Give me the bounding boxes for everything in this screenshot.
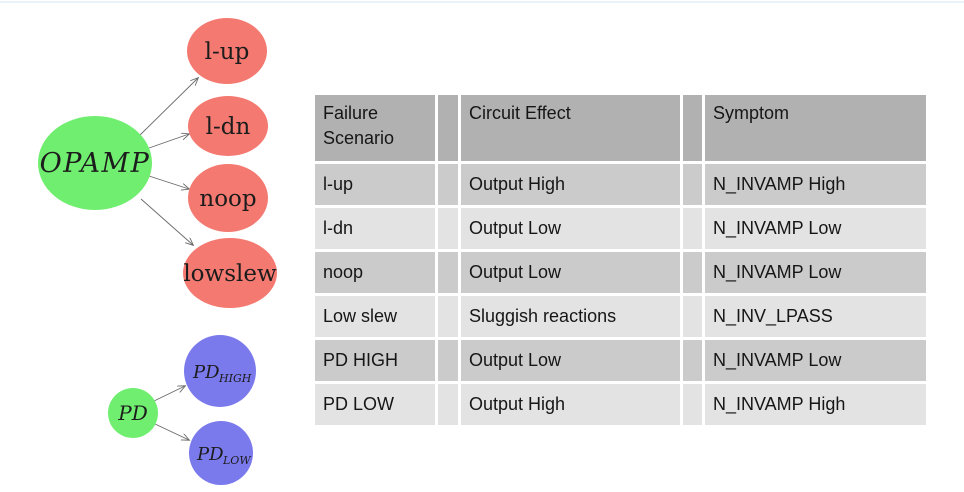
node-pdlow-label: PD (196, 444, 224, 465)
cell-effect: Output Low (461, 340, 680, 381)
header-spacer-2 (683, 95, 702, 161)
node-pdlow (189, 421, 253, 485)
cell-scenario: PD LOW (315, 384, 435, 425)
cell-spacer (438, 252, 458, 293)
edge-opamp-ldn (148, 134, 189, 149)
node-ldn (188, 96, 268, 156)
cell-spacer (683, 208, 702, 249)
cell-spacer (438, 340, 458, 381)
node-opamp-label: OPAMP (40, 148, 151, 179)
table-row: noop Output Low N_INVAMP Low (315, 252, 926, 293)
cell-effect: Output Low (461, 252, 680, 293)
cell-effect: Sluggish reactions (461, 296, 680, 337)
edge-pd-pdlow (154, 423, 189, 440)
cell-spacer (438, 384, 458, 425)
node-lowslew (183, 238, 277, 308)
cell-spacer (683, 296, 702, 337)
cell-scenario: noop (315, 252, 435, 293)
fault-tree-diagram: OPAMP l-up l-dn noop lowslew PD PD HIGH … (38, 18, 277, 485)
table-row: PD HIGH Output Low N_INVAMP Low (315, 340, 926, 381)
node-opamp (38, 116, 152, 210)
edge-opamp-noop (148, 175, 189, 189)
failure-scenario-table: Failure Scenario Circuit Effect Symptom … (312, 92, 929, 428)
cell-spacer (438, 164, 458, 205)
cell-symptom: N_INV_LPASS (705, 296, 926, 337)
node-pd (108, 388, 158, 438)
table-header-row: Failure Scenario Circuit Effect Symptom (315, 95, 926, 161)
cell-symptom: N_INVAMP Low (705, 340, 926, 381)
node-lup-label: l-up (205, 39, 250, 65)
header-circuit-effect: Circuit Effect (461, 95, 680, 161)
node-lup (187, 18, 267, 84)
cell-symptom: N_INVAMP High (705, 164, 926, 205)
cell-symptom: N_INVAMP Low (705, 252, 926, 293)
cell-scenario: Low slew (315, 296, 435, 337)
top-border-line (0, 1, 964, 3)
cell-scenario: l-up (315, 164, 435, 205)
node-noop (188, 164, 268, 232)
node-noop-label: noop (199, 186, 256, 212)
table-row: Low slew Sluggish reactions N_INV_LPASS (315, 296, 926, 337)
edge-opamp-lup (138, 78, 198, 137)
edge-pd-pdhigh (153, 386, 185, 402)
table-row: l-up Output High N_INVAMP High (315, 164, 926, 205)
cell-symptom: N_INVAMP Low (705, 208, 926, 249)
node-lowslew-label: lowslew (183, 261, 277, 287)
cell-effect: Output Low (461, 208, 680, 249)
cell-effect: Output High (461, 164, 680, 205)
cell-spacer (438, 296, 458, 337)
cell-symptom: N_INVAMP High (705, 384, 926, 425)
header-symptom: Symptom (705, 95, 926, 161)
node-ldn-label: l-dn (206, 114, 251, 140)
node-pdhigh-sublabel: HIGH (218, 372, 252, 385)
cell-scenario: l-dn (315, 208, 435, 249)
header-failure-scenario: Failure Scenario (315, 95, 435, 161)
table-row: l-dn Output Low N_INVAMP Low (315, 208, 926, 249)
node-pd-label: PD (117, 401, 148, 425)
node-pdhigh (184, 335, 256, 407)
cell-spacer (683, 164, 702, 205)
cell-spacer (683, 340, 702, 381)
cell-effect: Output High (461, 384, 680, 425)
node-pdlow-sublabel: LOW (222, 454, 252, 467)
cell-spacer (683, 252, 702, 293)
table-row: PD LOW Output High N_INVAMP High (315, 384, 926, 425)
cell-scenario: PD HIGH (315, 340, 435, 381)
edge-opamp-lowslew (140, 198, 193, 245)
header-spacer-1 (438, 95, 458, 161)
node-pdhigh-label: PD (192, 362, 220, 383)
cell-spacer (683, 384, 702, 425)
cell-spacer (438, 208, 458, 249)
